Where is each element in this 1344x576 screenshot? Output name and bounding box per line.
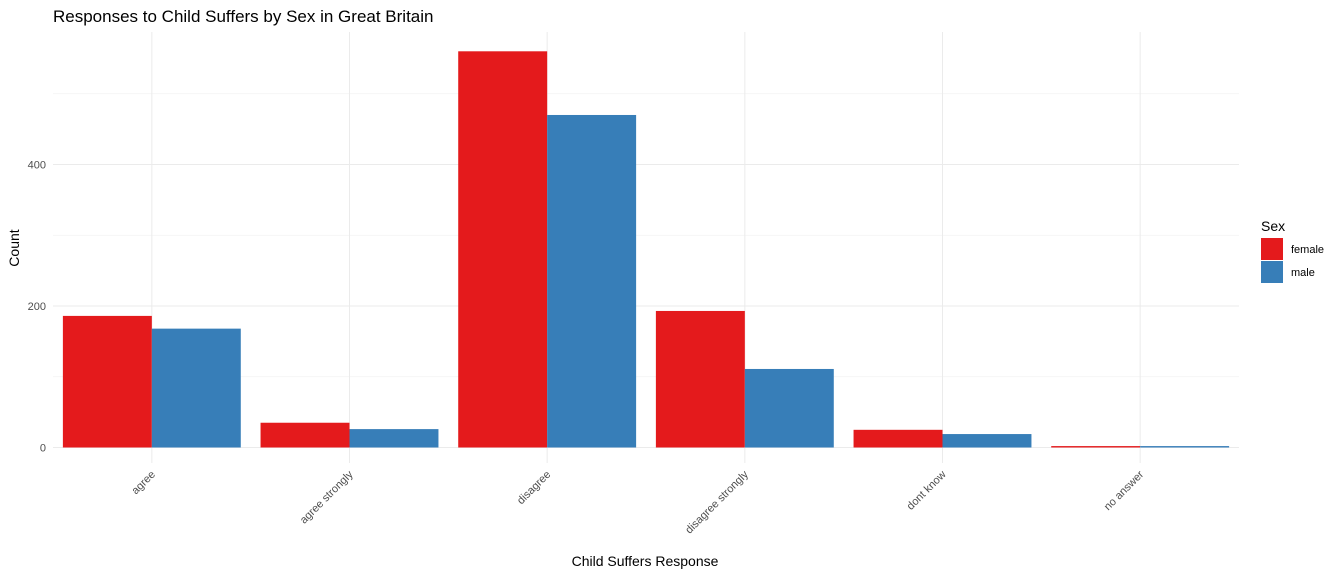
x-tick-label: dont know [905, 469, 949, 513]
x-axis-title: Child Suffers Response [572, 553, 719, 569]
legend-label: female [1291, 244, 1324, 256]
bar-female [62, 315, 152, 448]
x-axis-ticks: agree agree strongly disagree disagree stro… [130, 468, 1147, 536]
bar-female [458, 51, 548, 448]
legend: Sex female male [1261, 218, 1324, 283]
y-axis-title: Count [6, 229, 22, 266]
gridlines [53, 32, 1239, 463]
y-tick-label: 0 [40, 443, 46, 455]
x-tick-label: agree [130, 469, 158, 497]
chart-title: Responses to Child Suffers by Sex in Gre… [53, 7, 433, 26]
bar-female [1051, 446, 1141, 448]
legend-label: male [1291, 267, 1315, 279]
bars [62, 51, 1230, 448]
legend-key-male [1261, 261, 1283, 283]
bar-male [151, 328, 241, 448]
x-tick-label: disagree strongly [683, 468, 751, 536]
x-tick-label: disagree [515, 469, 553, 507]
x-tick-label: agree strongly [298, 468, 356, 526]
bar-female [655, 310, 745, 448]
bar-male [349, 429, 439, 448]
legend-key-female [1261, 238, 1283, 260]
x-tick-label: no answer [1102, 468, 1147, 513]
y-tick-label: 400 [28, 160, 46, 172]
bar-male [1140, 446, 1230, 448]
bar-male [942, 434, 1032, 448]
bar-male [744, 368, 834, 448]
y-tick-label: 200 [28, 301, 46, 313]
bar-female [260, 422, 350, 448]
y-axis-ticks: 0 200 400 [28, 160, 46, 455]
bar-male [547, 114, 637, 448]
legend-title: Sex [1261, 218, 1285, 234]
bar-female [853, 429, 943, 448]
